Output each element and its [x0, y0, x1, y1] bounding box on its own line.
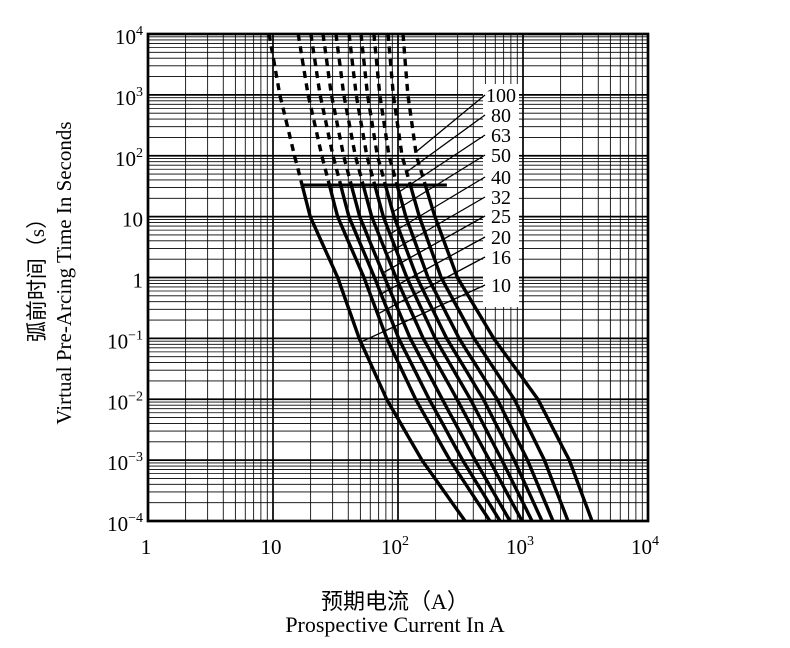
y-tick-label-10: 10 — [122, 208, 143, 232]
fuse-curve-dashed-16 — [296, 33, 332, 186]
curve-rating-label-16: 16 — [491, 247, 511, 269]
fuse-curve-25 — [349, 184, 512, 522]
y-tick-label-10^-4: 10−4 — [107, 511, 143, 536]
rating-label-band — [483, 84, 519, 307]
y-tick-label-10^2: 102 — [115, 146, 143, 171]
curve-rating-label-63: 63 — [491, 125, 511, 147]
x-tick-label-10^4: 104 — [631, 534, 659, 559]
fuse-curve-10 — [300, 184, 467, 522]
fuse-curve-dashed-80 — [386, 33, 413, 186]
leader-line-100 — [415, 94, 486, 153]
y-axis-title-zh: 弧前时间（s） — [25, 208, 49, 342]
y-tick-label-1: 1 — [133, 269, 144, 293]
curve-rating-label-40: 40 — [491, 167, 511, 189]
fuse-curve-50 — [383, 184, 544, 522]
fuse-curve-dashed-20 — [309, 33, 343, 186]
x-axis-title-en: Prospective Current In A — [285, 612, 505, 637]
y-tick-label-10^3: 103 — [115, 85, 143, 110]
fuse-curve-32 — [361, 184, 524, 522]
curve-rating-label-25: 25 — [491, 206, 511, 228]
fuse-curve-40 — [373, 184, 534, 522]
curve-rating-label-80: 80 — [491, 105, 511, 127]
curve-rating-label-20: 20 — [491, 227, 511, 249]
x-tick-label-10^2: 102 — [381, 534, 409, 559]
fuse-curve-63 — [395, 184, 555, 522]
leader-line-40 — [389, 176, 486, 235]
fuse-curve-100 — [423, 184, 594, 522]
fuse-curve-dashed-25 — [321, 33, 353, 186]
x-tick-label-1: 1 — [141, 535, 152, 559]
fuse-curve-dashed-32 — [334, 33, 365, 186]
x-tick-label-10^3: 103 — [506, 534, 534, 559]
fuse-curve-20 — [339, 184, 502, 522]
fuse-curve-dashed-50 — [359, 33, 388, 186]
y-axis-title-en: Virtual Pre-Arcing Time In Seconds — [52, 121, 76, 424]
y-tick-label-10^-3: 10−3 — [107, 450, 143, 475]
curve-rating-label-10: 10 — [491, 275, 511, 297]
curve-rating-label-50: 50 — [491, 145, 511, 167]
plot-frame — [146, 32, 650, 523]
fuse-curve-dashed-63 — [372, 33, 399, 186]
fuse-curve-dashed-10 — [267, 33, 304, 186]
leader-line-63 — [398, 134, 486, 193]
y-tick-label-10^4: 104 — [115, 24, 143, 49]
fuse-curve-dashed-40 — [347, 33, 377, 186]
x-axis-title-zh: 预期电流（A） — [321, 589, 469, 614]
y-tick-label-10^-2: 10−2 — [107, 389, 143, 414]
fuse-curve-dashed-100 — [401, 33, 427, 186]
curve-rating-label-32: 32 — [491, 187, 511, 209]
fuse-curve-80 — [408, 184, 570, 522]
fuse-curve-16 — [327, 184, 492, 522]
x-tick-label-10: 10 — [261, 535, 282, 559]
curve-rating-label-100: 100 — [486, 85, 516, 107]
y-tick-label-10^-1: 10−1 — [107, 328, 143, 353]
